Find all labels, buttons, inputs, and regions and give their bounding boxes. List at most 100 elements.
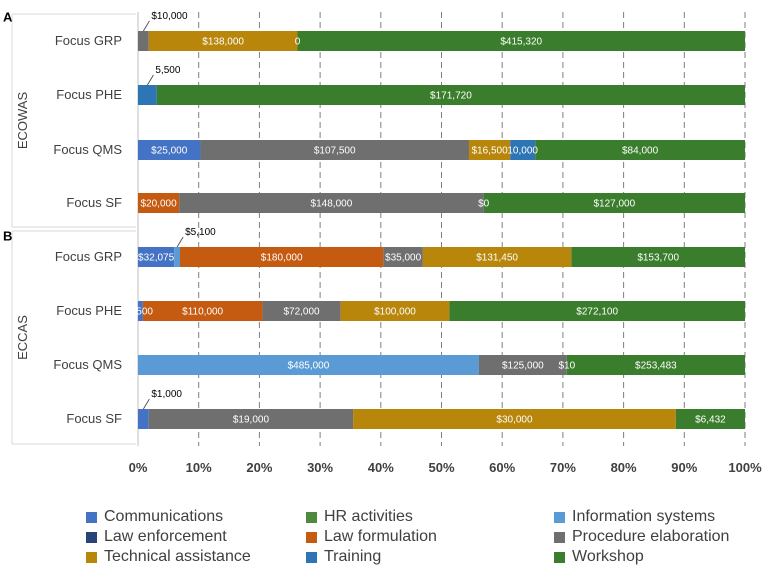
legend-item: Law formulation — [306, 528, 437, 546]
legend-label: HR activities — [324, 508, 413, 525]
stacked-bar-chart: ECOWAS A ECCAS B Focus GRP $10,000 $138,000 0 $4… — [3, 10, 762, 475]
data-label: $20,000 — [140, 199, 177, 210]
legend-item: Workshop — [554, 548, 644, 566]
bar-segment — [262, 301, 341, 321]
bar-segment — [200, 140, 469, 160]
bar-segment — [174, 247, 180, 267]
bar-segment — [179, 193, 484, 213]
legend-swatch — [306, 531, 317, 543]
x-tick-label: 30% — [307, 460, 333, 475]
x-tick-label: 50% — [428, 460, 454, 475]
bar-segment — [138, 355, 479, 375]
legend-item: Law enforcement — [86, 528, 227, 546]
data-label: $107,500 — [314, 146, 356, 157]
category-label: Focus SF — [66, 411, 122, 426]
legend-swatch — [554, 511, 565, 523]
data-label: 0 — [295, 37, 301, 48]
data-label: $148,000 — [311, 199, 353, 210]
legend-swatch — [86, 551, 97, 563]
data-label: $153,700 — [637, 253, 679, 264]
data-label: $72,000 — [283, 307, 320, 318]
chart-frame — [11, 13, 136, 445]
grid-lines — [137, 12, 746, 446]
bar-segment — [422, 247, 572, 267]
callout-leader — [143, 398, 150, 410]
x-tick-label: 90% — [671, 460, 697, 475]
callout-label: $5,100 — [185, 227, 216, 238]
labels-layer: ECOWAS A ECCAS B Focus GRP $10,000 $138,000 0 $4… — [3, 10, 726, 426]
data-label: $253,483 — [635, 361, 677, 372]
data-label: $6,432 — [695, 415, 726, 426]
x-tick-label: 100% — [728, 460, 762, 475]
bar-segment — [566, 355, 745, 375]
category-label: Focus PHE — [56, 87, 122, 102]
bars-layer — [138, 31, 746, 429]
legend-swatch — [306, 511, 317, 523]
legend-label: Procedure elaboration — [572, 528, 730, 545]
x-tick-label: 80% — [611, 460, 637, 475]
group-label: ECOWAS — [15, 92, 30, 150]
bar-segment — [156, 85, 746, 105]
x-axis: 0% 10% 20% 30% 40% 50% 60% 70% 80% 90% 100% — [129, 460, 762, 475]
callout-label: $1,000 — [151, 389, 182, 400]
bar-segment — [142, 301, 263, 321]
data-label: 10,000 — [507, 146, 538, 157]
data-label: $110,000 — [182, 307, 223, 318]
data-label: $180,000 — [261, 253, 303, 264]
legend-swatch — [86, 511, 97, 523]
callout-leader — [176, 236, 184, 248]
category-label: Focus QMS — [53, 142, 122, 157]
category-label: Focus GRP — [55, 33, 122, 48]
bar-segment — [675, 409, 745, 429]
bar-segment — [148, 409, 354, 429]
panel-label: A — [3, 10, 13, 25]
legend-item: Procedure elaboration — [554, 528, 729, 546]
bar-segment — [510, 140, 536, 160]
bar-segment — [179, 247, 384, 267]
bar-segment — [571, 247, 745, 267]
legend-swatch — [86, 531, 97, 543]
panel-label: B — [3, 229, 12, 244]
legend-item: HR activities — [306, 508, 413, 526]
bar-segment — [138, 301, 143, 321]
callout-label: $10,000 — [151, 11, 188, 22]
legend-label: Technical assistance — [104, 548, 251, 565]
legend-item: Information systems — [554, 508, 715, 526]
bar-segment — [353, 409, 676, 429]
legend-swatch — [306, 551, 317, 563]
callout-label: 5,500 — [155, 65, 180, 76]
data-label: 4,500 — [128, 307, 153, 318]
legend-item: Technical assistance — [86, 548, 251, 566]
legend-label: Workshop — [572, 548, 644, 565]
data-label: $100,000 — [374, 307, 416, 318]
x-tick-label: 20% — [246, 460, 272, 475]
data-label: $16,500 — [472, 146, 509, 157]
legend-swatch — [554, 551, 565, 563]
data-label: $32,075 — [138, 253, 175, 264]
data-label: $0 — [478, 199, 490, 210]
data-label: $131,450 — [476, 253, 518, 264]
bar-segment — [138, 247, 175, 267]
bar-segment — [297, 31, 745, 51]
bar-segment — [138, 409, 149, 429]
category-label: Focus PHE — [56, 303, 122, 318]
legend-item: Training — [306, 548, 381, 566]
x-tick-label: 10% — [186, 460, 212, 475]
data-label: $19,000 — [233, 415, 270, 426]
group-label: ECCAS — [15, 315, 30, 360]
data-label: $415,320 — [500, 37, 542, 48]
data-label: $127,000 — [593, 199, 635, 210]
category-label: Focus GRP — [55, 249, 122, 264]
bar-segment — [383, 247, 423, 267]
data-label: $485,000 — [288, 361, 330, 372]
callout-leader — [143, 20, 150, 32]
category-label: Focus SF — [66, 195, 122, 210]
x-tick-label: 40% — [368, 460, 394, 475]
bar-segment — [138, 140, 201, 160]
bar-segment — [468, 140, 511, 160]
legend-item: Communications — [86, 508, 223, 526]
data-label: $35,000 — [385, 253, 422, 264]
legend-label: Information systems — [572, 508, 716, 525]
data-label: $171,720 — [430, 91, 472, 102]
data-label: $25,000 — [151, 146, 188, 157]
